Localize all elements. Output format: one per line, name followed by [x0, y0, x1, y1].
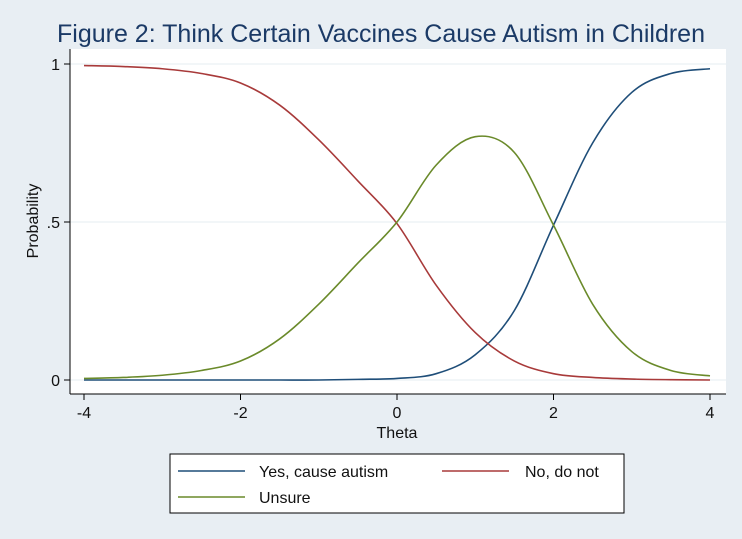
x-tick-label-2: 0 [393, 405, 402, 422]
chart-title: Figure 2: Think Certain Vaccines Cause A… [57, 20, 705, 48]
x-ticks: -4 -2 0 2 4 [77, 394, 715, 422]
y-tick-label-0: 0 [51, 373, 60, 390]
x-tick-label-0: -4 [77, 405, 91, 422]
legend-label-unsure: Unsure [259, 490, 311, 507]
legend-label-no: No, do not [525, 464, 599, 481]
series-lines [83, 64, 711, 381]
y-axis-label: Probability [25, 184, 42, 259]
x-tick-label-4: 4 [706, 405, 715, 422]
x-tick-label-3: 2 [549, 405, 558, 422]
y-ticks: 0.51 [47, 57, 70, 390]
legend-label-yes: Yes, cause autism [259, 464, 388, 481]
x-tick-label-1: -2 [233, 405, 247, 422]
series-line-no [83, 64, 711, 381]
series-line-yes [83, 67, 711, 381]
legend: Yes, cause autism No, do not Unsure [169, 453, 625, 514]
x-axis-label: Theta [377, 425, 418, 442]
series-line-unsure [83, 135, 711, 380]
legend-box [169, 453, 625, 514]
y-tick-label-1: .5 [47, 215, 60, 232]
y-tick-label-2: 1 [51, 57, 60, 74]
